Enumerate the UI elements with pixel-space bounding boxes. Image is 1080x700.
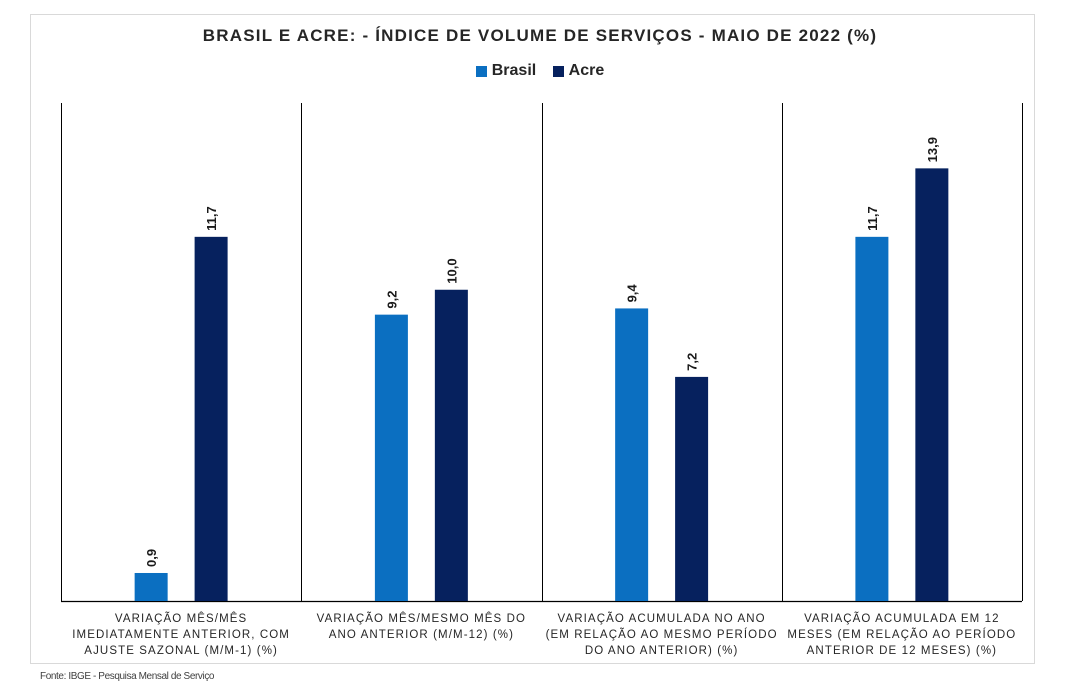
data-label-acre-1: 11,7	[204, 206, 219, 231]
data-label-acre-2: 10,0	[444, 258, 459, 283]
legend-swatch-acre	[552, 65, 564, 77]
category-label-4-line-1: VARIAÇÃO ACUMULADA EM 12	[804, 612, 1000, 625]
category-label-2-line-2: ANO ANTERIOR (M/M-12) (%)	[329, 629, 514, 641]
bar-acre-4	[915, 168, 949, 602]
category-label-4-line-3: ANTERIOR DE 12 MESES) (%)	[807, 645, 997, 657]
data-label-brasil-2: 9,2	[384, 291, 399, 309]
category-label-2-line-1: VARIAÇÃO MÊS/MESMO MÊS DO	[317, 612, 526, 625]
legend-swatch-brasil	[475, 65, 487, 77]
bar-acre-3	[675, 376, 709, 601]
data-label-acre-4: 13,9	[925, 137, 940, 162]
category-label-4-line-2: MESES (EM RELAÇÃO AO PERÍODO	[787, 628, 1016, 641]
data-label-acre-3: 7,2	[685, 353, 700, 371]
chart-legend: Brasil Acre	[0, 62, 1080, 82]
category-label-3-line-3: DO ANO ANTERIOR) (%)	[585, 645, 739, 657]
bar-acre-1	[194, 236, 228, 601]
category-label-1-line-1: VARIAÇÃO MÊS/MÊS	[115, 612, 247, 625]
category-label-1-line-3: AJUSTE SAZONAL (M/M-1) (%)	[84, 645, 278, 657]
data-label-brasil-3: 9,4	[625, 284, 640, 303]
source-note: Fonte: IBGE - Pesquisa Mensal de Serviço	[40, 671, 215, 682]
bar-acre-2	[434, 289, 468, 601]
legend-label-acre: Acre	[568, 62, 605, 79]
bar-brasil-1	[134, 572, 168, 601]
category-label-1-line-2: IMEDIATAMENTE ANTERIOR, COM	[72, 629, 290, 641]
category-label-3-line-2: (EM RELAÇÃO AO MESMO PERÍODO	[546, 628, 778, 641]
bar-brasil-2	[374, 314, 408, 601]
legend-label-brasil: Brasil	[491, 62, 537, 79]
category-label-3-line-1: VARIAÇÃO ACUMULADA NO ANO	[558, 612, 766, 625]
legend-entry-acre: Acre	[552, 62, 605, 80]
legend-entry-brasil: Brasil	[475, 62, 537, 80]
bar-brasil-3	[615, 308, 649, 601]
chart-title: BRASIL E ACRE: - ÍNDICE DE VOLUME DE SER…	[202, 26, 878, 45]
bar-brasil-4	[855, 236, 889, 601]
data-label-brasil-4: 11,7	[865, 206, 880, 231]
data-label-brasil-1: 0,9	[144, 549, 159, 567]
